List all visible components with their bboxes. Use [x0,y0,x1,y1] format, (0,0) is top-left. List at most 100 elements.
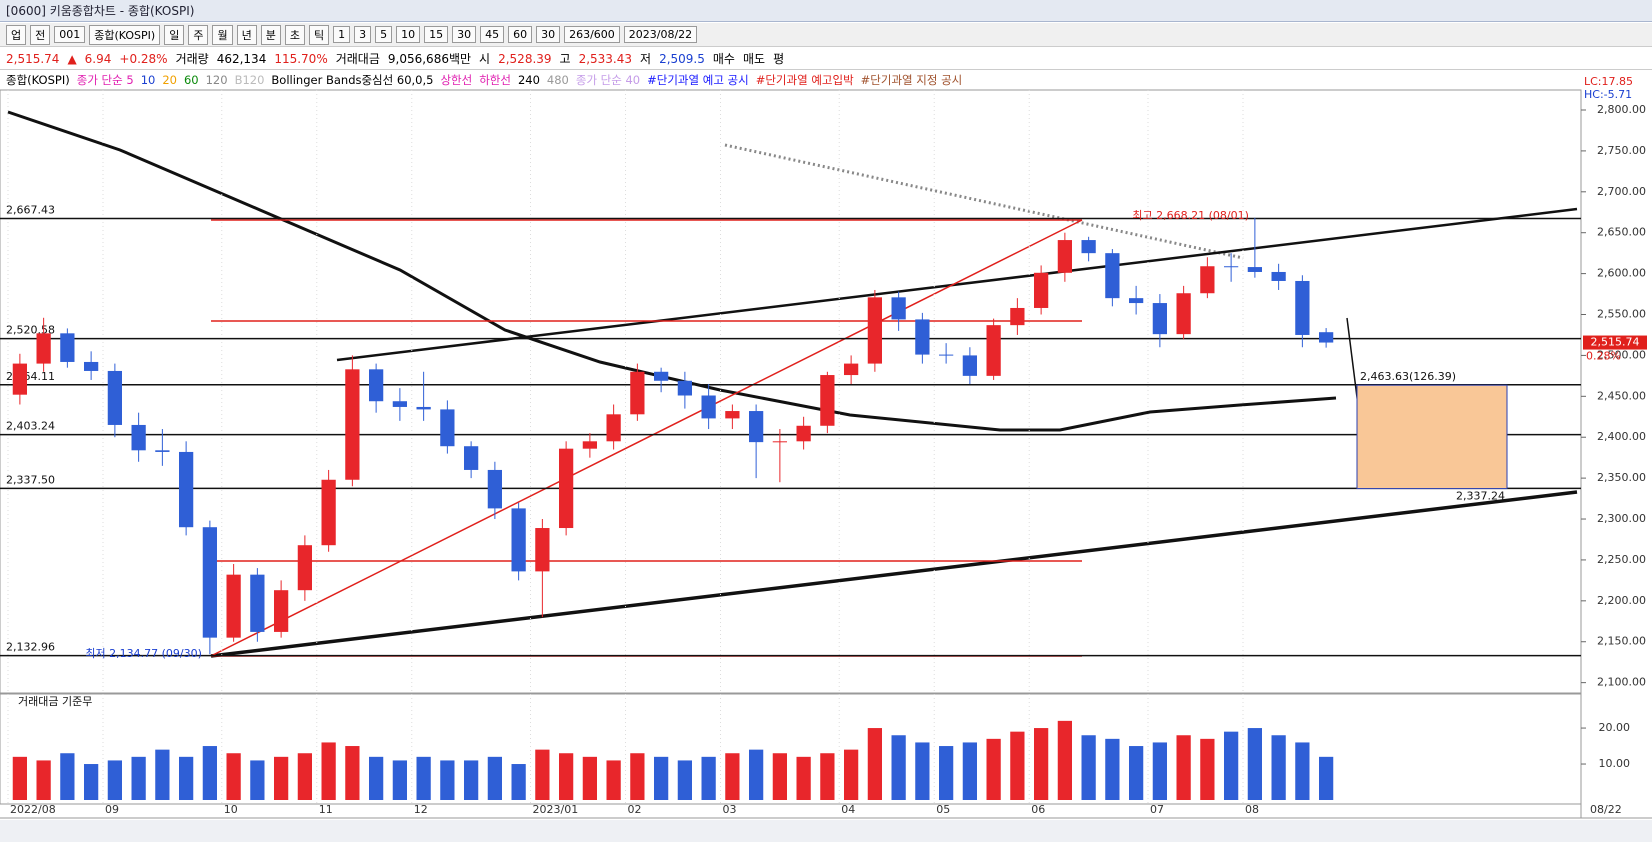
quote-field: 매도 [742,52,766,66]
legend-entry: 하한선 [479,73,511,87]
candle-body [1152,303,1167,335]
toolbar-button[interactable]: 30 [452,26,477,43]
toolbar-button[interactable]: 업 [6,24,27,45]
candle-body [559,448,574,529]
axis-info: HC:-5.71 [1584,88,1632,101]
volume-bar [297,753,312,800]
volume-bar [1081,735,1096,800]
candle-body [487,469,502,509]
x-tick-label: 2022/08 [10,803,56,816]
volume-bar [1247,728,1262,800]
quote-field: 2,515.74 [6,51,60,66]
x-tick-label: 10 [224,803,238,816]
volume-bar [1105,738,1120,800]
y-tick-label: 2,350.00 [1597,471,1646,484]
high-annotation: 최고 2,668.21 (08/01) [1132,209,1249,222]
box-label: 2,337.24 [1456,490,1505,503]
toolbar-button[interactable]: 전 [30,24,51,45]
candle-body [891,297,906,320]
volume-pane-title: 거래대금 기준무 [18,695,92,708]
legend-entry: 종합(KOSPI) [6,73,70,87]
quote-field: 462,134 [216,51,267,66]
toolbar-button[interactable]: 년 [236,24,257,45]
candle-body [939,354,954,356]
toolbar-button[interactable]: 45 [480,26,505,43]
candle-body [844,363,859,376]
x-tick-label: 05 [936,803,950,816]
x-tick-label: 03 [723,803,737,816]
toolbar-button[interactable]: 001 [54,26,86,43]
toolbar-button[interactable]: 월 [212,24,233,45]
volume-bar [891,735,906,800]
toolbar-button[interactable]: 30 [536,26,561,43]
volume-bar [107,760,122,800]
trend-upper [336,207,1578,362]
quote-field: 6.94 [84,51,112,66]
y-tick-label: 2,700.00 [1597,185,1646,198]
x-tick-label: 12 [414,803,428,816]
toolbar-button[interactable]: 틱 [308,24,330,45]
volume-bar [962,742,977,800]
volume-bar [416,756,431,800]
current-price-box [1583,335,1647,350]
y-tick-label: 2,650.00 [1597,226,1646,239]
toolbar-button[interactable]: 일 [164,24,185,45]
toolbar-button[interactable]: 10 [396,26,421,43]
legend-entry: 120 [205,73,228,87]
y-tick-label: 2,200.00 [1597,594,1646,607]
x-tick-label: 08 [1245,803,1259,816]
toolbar-button[interactable]: 60 [508,26,533,43]
candle-body [464,446,479,470]
candle-body [582,441,597,449]
volume-bar [1010,731,1025,800]
legend-entry: 60 [183,73,199,87]
toolbar-button[interactable]: 분 [260,24,281,45]
candle-body [701,395,716,419]
legend-entry: 종가 단순 40 [575,73,641,87]
volume-bar [1034,728,1049,800]
volume-bar [321,742,336,800]
y-tick-label: 2,600.00 [1597,267,1646,280]
volume-bar [487,756,502,800]
volume-bar [84,764,99,800]
legend-entry: 240 [517,73,540,87]
candle-body [226,574,241,638]
y-tick-label: 2,450.00 [1597,389,1646,402]
toolbar-button[interactable]: 2023/08/22 [623,26,698,43]
current-change-label: 0.28% [1586,350,1621,363]
toolbar-button[interactable]: 263/600 [564,26,620,43]
quote-field: 매수 [712,52,735,66]
candle-body [321,479,336,546]
volume-bar [250,760,265,800]
volume-bar [559,753,574,800]
y-tick-label: 2,800.00 [1597,103,1646,116]
level-label: 2,667.43 [6,203,55,216]
candle-body [84,361,99,371]
legend-entry: 상한선 [440,73,473,87]
toolbar-button[interactable]: 5 [375,26,393,43]
toolbar-button[interactable]: 주 [188,24,209,45]
toolbar-button[interactable]: 3 [354,26,372,43]
quote-field: 115.70% [274,51,328,66]
volume-bar [369,756,384,800]
candle-body [1271,271,1286,281]
volume-bar [179,756,194,800]
quote-field: 거래대금 [335,52,380,66]
volume-bar [582,756,597,800]
candle-body [867,297,882,364]
toolbar-button[interactable]: 15 [424,26,449,43]
volume-bar [844,749,859,800]
window-title: [0600] 키움종합차트 - 종합(KOSPI) [6,4,195,18]
scrollbar [0,820,1652,842]
toolbar-button[interactable]: 초 [284,24,305,45]
quote-field: 저 [640,52,652,66]
candle-body [12,363,27,395]
volume-bar [202,746,217,800]
candle-body [60,333,75,362]
candle-body [297,545,312,591]
toolbar-button[interactable]: 종합(KOSPI) [89,24,161,45]
toolbar-button[interactable]: 1 [333,26,351,43]
level-label: 2,132.96 [6,641,55,654]
